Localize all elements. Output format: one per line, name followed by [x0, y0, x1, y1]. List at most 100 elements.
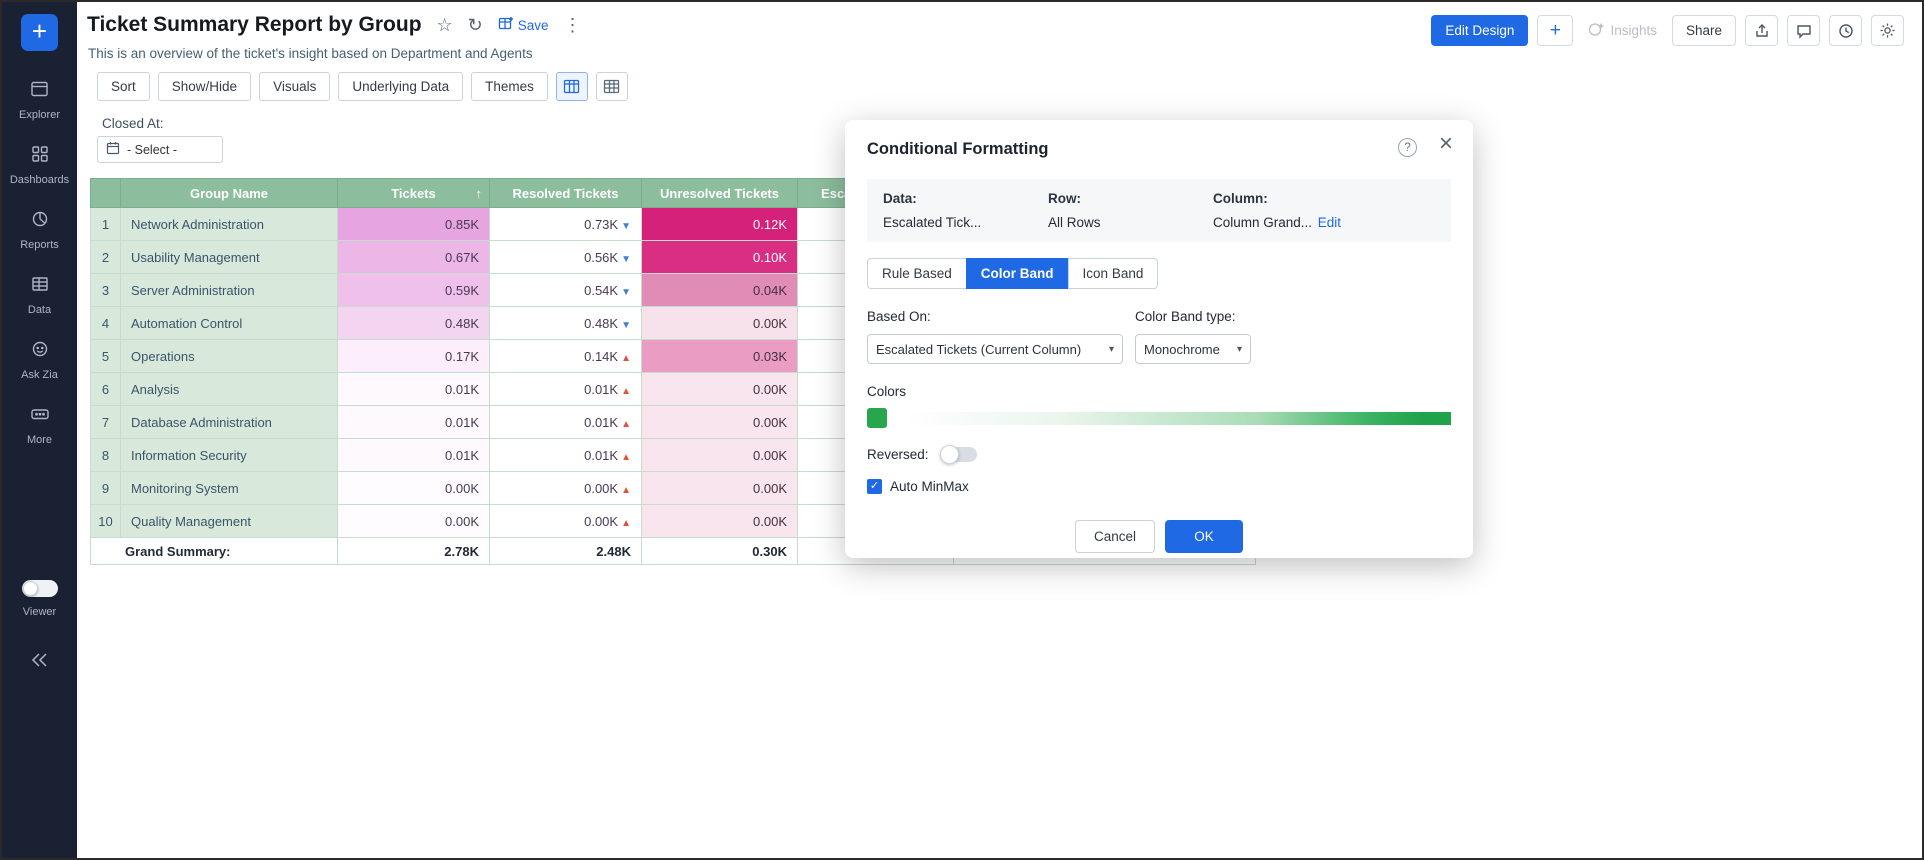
resolved-cell[interactable]: 0.01K ▲ [489, 438, 642, 472]
group-name-cell[interactable]: Database Administration [120, 405, 338, 439]
save-button[interactable]: Save [498, 16, 549, 35]
row-number: 10 [90, 504, 121, 538]
add-button[interactable]: + [1537, 15, 1574, 46]
tickets-cell[interactable]: 0.00K [337, 471, 490, 505]
sidebar-item-more[interactable]: More [2, 393, 77, 458]
settings-button[interactable] [1871, 15, 1904, 46]
row-value: All Rows [1048, 215, 1101, 230]
sidebar-item-data[interactable]: Data [2, 263, 77, 328]
favorite-star-icon[interactable]: ☆ [436, 15, 453, 35]
help-icon[interactable]: ? [1398, 138, 1417, 157]
resolved-cell[interactable]: 0.00K ▲ [489, 504, 642, 538]
unresolved-cell[interactable]: 0.00K [641, 471, 798, 505]
unresolved-cell[interactable]: 0.03K [641, 339, 798, 373]
full-table-view-button[interactable] [595, 72, 628, 101]
summary-tickets: 2.78K [337, 537, 490, 565]
resolved-cell[interactable]: 0.48K ▼ [489, 306, 642, 340]
resolved-cell[interactable]: 0.14K ▲ [489, 339, 642, 373]
formatting-tabs: Rule Based Color Band Icon Band [867, 258, 1159, 289]
group-name-cell[interactable]: Server Administration [120, 273, 338, 307]
tickets-cell[interactable]: 0.85K [337, 207, 490, 241]
sort-ascending-icon[interactable]: ↑ [475, 186, 483, 201]
more-icon [30, 405, 50, 428]
ok-button[interactable]: OK [1165, 520, 1243, 553]
create-new-button[interactable]: + [21, 14, 58, 51]
export-button[interactable] [1745, 15, 1778, 46]
sidebar-item-ask-zia[interactable]: Ask Zia [2, 328, 77, 393]
resolved-cell[interactable]: 0.01K ▲ [489, 372, 642, 406]
tickets-cell[interactable]: 0.01K [337, 372, 490, 406]
tickets-cell[interactable]: 0.67K [337, 240, 490, 274]
resolved-tickets-header[interactable]: Resolved Tickets [489, 178, 642, 208]
unresolved-cell[interactable]: 0.00K [641, 405, 798, 439]
unresolved-cell[interactable]: 0.00K [641, 372, 798, 406]
unresolved-cell[interactable]: 0.00K [641, 306, 798, 340]
unresolved-cell[interactable]: 0.12K [641, 207, 798, 241]
themes-button[interactable]: Themes [471, 72, 548, 101]
color-swatch[interactable] [867, 408, 887, 428]
compact-table-view-button[interactable] [555, 72, 588, 101]
tickets-cell[interactable]: 0.01K [337, 405, 490, 439]
group-name-cell[interactable]: Monitoring System [120, 471, 338, 505]
sort-button[interactable]: Sort [97, 72, 150, 101]
resolved-cell[interactable]: 0.01K ▲ [489, 405, 642, 439]
viewer-label: Viewer [22, 606, 57, 618]
unresolved-cell[interactable]: 0.00K [641, 504, 798, 538]
reversed-toggle[interactable] [939, 445, 977, 464]
group-name-cell[interactable]: Usability Management [120, 240, 338, 274]
reversed-label: Reversed: [867, 447, 929, 462]
comments-button[interactable] [1787, 15, 1820, 46]
unresolved-tickets-header[interactable]: Unresolved Tickets [641, 178, 798, 208]
group-name-cell[interactable]: Information Security [120, 438, 338, 472]
tab-color-band[interactable]: Color Band [965, 258, 1069, 289]
report-subtitle: This is an overview of the ticket's insi… [88, 46, 533, 61]
resolved-cell[interactable]: 0.56K ▼ [489, 240, 642, 274]
page-title: Ticket Summary Report by Group [87, 13, 422, 36]
insights-button[interactable]: Insights [1582, 22, 1663, 40]
group-name-cell[interactable]: Operations [120, 339, 338, 373]
tab-icon-band[interactable]: Icon Band [1067, 258, 1159, 289]
tickets-cell[interactable]: 0.59K [337, 273, 490, 307]
group-name-cell[interactable]: Quality Management [120, 504, 338, 538]
unresolved-cell[interactable]: 0.00K [641, 438, 798, 472]
unresolved-cell[interactable]: 0.04K [641, 273, 798, 307]
reports-icon [31, 210, 49, 233]
resolved-cell[interactable]: 0.00K ▲ [489, 471, 642, 505]
unresolved-cell[interactable]: 0.10K [641, 240, 798, 274]
tickets-cell[interactable]: 0.01K [337, 438, 490, 472]
resolved-cell[interactable]: 0.73K ▼ [489, 207, 642, 241]
group-name-cell[interactable]: Automation Control [120, 306, 338, 340]
sidebar-item-dashboards[interactable]: Dashboards [2, 133, 77, 198]
tickets-cell[interactable]: 0.48K [337, 306, 490, 340]
tab-rule-based[interactable]: Rule Based [867, 258, 967, 289]
group-name-header[interactable]: Group Name [120, 178, 338, 208]
group-name-cell[interactable]: Network Administration [120, 207, 338, 241]
edit-scope-link[interactable]: Edit [1317, 215, 1341, 230]
refresh-icon[interactable]: ↻ [467, 15, 483, 35]
sidebar-item-reports[interactable]: Reports [2, 198, 77, 263]
show-hide-button[interactable]: Show/Hide [157, 72, 252, 101]
history-button[interactable] [1829, 15, 1862, 46]
chevron-down-icon: ▾ [1236, 343, 1242, 355]
tickets-header[interactable]: Tickets ↑ [337, 178, 490, 208]
tickets-cell[interactable]: 0.17K [337, 339, 490, 373]
tickets-cell[interactable]: 0.00K [337, 504, 490, 538]
based-on-select[interactable]: Escalated Tickets (Current Column) ▾ [867, 334, 1123, 364]
auto-minmax-label: Auto MinMax [890, 479, 969, 494]
resolved-cell[interactable]: 0.54K ▼ [489, 273, 642, 307]
underlying-data-button[interactable]: Underlying Data [338, 72, 464, 101]
kebab-menu-icon[interactable]: ⋮ [563, 15, 582, 35]
closed-at-select[interactable]: - Select - [97, 136, 223, 163]
color-band-type-select[interactable]: Monochrome ▾ [1135, 334, 1251, 364]
collapse-sidebar-icon[interactable] [2, 652, 77, 668]
edit-design-button[interactable]: Edit Design [1431, 15, 1529, 46]
group-name-cell[interactable]: Analysis [120, 372, 338, 406]
sidebar-item-explorer[interactable]: Explorer [2, 68, 77, 133]
visuals-button[interactable]: Visuals [259, 72, 331, 101]
auto-minmax-checkbox[interactable]: ✓ [867, 479, 882, 494]
share-button[interactable]: Share [1671, 15, 1736, 46]
row-number: 3 [90, 273, 121, 307]
cancel-button[interactable]: Cancel [1075, 520, 1155, 553]
close-icon[interactable]: × [1438, 130, 1453, 157]
viewer-toggle[interactable] [21, 580, 58, 597]
